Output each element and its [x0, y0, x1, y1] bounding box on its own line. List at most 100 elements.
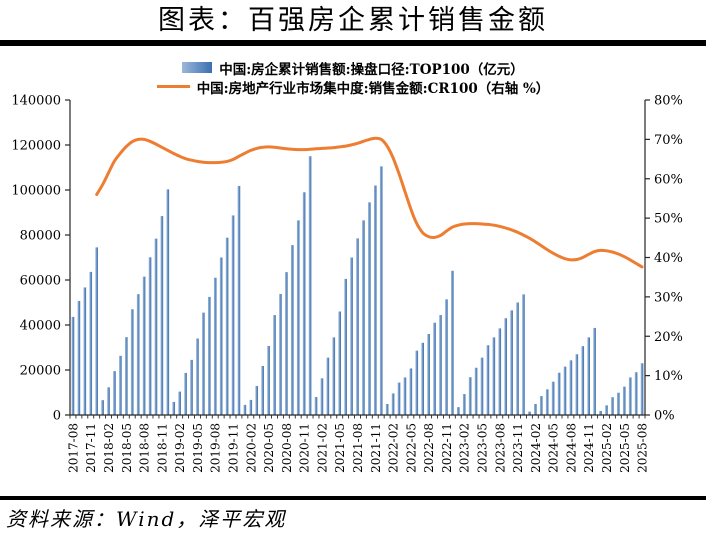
bar-2017-09 — [77, 300, 81, 415]
bar-2021-08 — [356, 238, 359, 416]
bar-2018-12 — [166, 189, 170, 415]
footer-divider-rule — [0, 496, 706, 500]
left-axis-ticks: 0 20000 40000 60000 80000 100000 120000 140000 — [11, 94, 70, 424]
line-series-swatch-icon — [156, 84, 190, 89]
bar-2021-10 — [368, 202, 371, 416]
title-divider-rule — [0, 40, 706, 46]
right-tick-label: 40% — [654, 251, 683, 266]
bar-2023-11 — [516, 302, 519, 415]
right-tick-label: 50% — [654, 212, 683, 227]
left-tick-label: 0 — [53, 409, 61, 424]
x-tick-label-2021-08: 2021-08 — [351, 423, 365, 473]
bar-2022-08 — [427, 334, 430, 415]
bar-2018-07 — [136, 294, 140, 415]
x-tick-label-2021-05: 2021-05 — [333, 423, 347, 473]
legend-bar-label: 中国:房企累计销售额:操盘口径:TOP100（亿元） — [219, 61, 524, 78]
bar-2022-04 — [403, 377, 407, 415]
bar-2025-05 — [622, 386, 626, 415]
x-tick-label-2022-11: 2022-11 — [440, 423, 454, 473]
bar-2021-04 — [332, 337, 336, 416]
bar-2024-11 — [587, 337, 590, 416]
bar-2023-03 — [468, 377, 472, 415]
bar-2017-10 — [83, 287, 87, 415]
left-tick-label: 20000 — [20, 364, 61, 379]
x-axis-ticks — [69, 415, 646, 419]
bar-2017-08 — [71, 316, 75, 415]
bar-2020-01 — [243, 404, 247, 416]
bar-2018-02 — [107, 387, 110, 415]
right-tick-label: 10% — [654, 369, 683, 384]
legend-item-line: 中国:房地产行业市场集中度:销售金额:CR100（右轴 %） — [0, 77, 706, 97]
x-tick-label-2024-08: 2024-08 — [564, 423, 578, 473]
bar-2025-01 — [599, 410, 602, 415]
bar-2024-02 — [534, 403, 537, 415]
bar-2020-09 — [290, 245, 294, 416]
bar-2022-06 — [415, 350, 419, 415]
x-tick-label-2023-11: 2023-11 — [511, 423, 525, 473]
bar-2019-05 — [196, 338, 199, 415]
bar-2021-12 — [379, 166, 383, 416]
bar-2020-11 — [302, 192, 306, 415]
x-tick-label-2019-11: 2019-11 — [227, 423, 241, 473]
bar-2018-05 — [125, 337, 128, 415]
x-tick-label-2024-11: 2024-11 — [582, 423, 596, 473]
bar-2024-12 — [593, 327, 596, 415]
left-tick-label: 140000 — [11, 94, 61, 109]
bar-2019-08 — [213, 277, 217, 415]
bar-2021-06 — [344, 278, 347, 416]
x-tick-label-2018-05: 2018-05 — [120, 423, 134, 473]
bar-2020-04 — [261, 365, 264, 415]
left-tick-label: 60000 — [20, 274, 61, 289]
bar-2025-08 — [640, 363, 644, 415]
bar-2023-02 — [462, 394, 466, 415]
bar-2025-07 — [634, 372, 638, 415]
bar-2020-12 — [308, 156, 312, 415]
bar-2025-04 — [617, 392, 620, 415]
bar-2022-05 — [409, 368, 413, 415]
bar-2024-03 — [539, 396, 543, 415]
x-tick-label-2025-02: 2025-02 — [600, 423, 614, 473]
chart-legend: 中国:房企累计销售额:操盘口径:TOP100（亿元） 中国:房地产行业市场集中度… — [0, 58, 706, 97]
bar-2022-11 — [445, 299, 448, 415]
right-tick-label: 70% — [654, 133, 683, 148]
dual-axis-bar-line-plot: 0200004000060000800001000001200001400000… — [11, 94, 683, 473]
bar-2023-08 — [498, 328, 502, 416]
x-tick-label-2022-05: 2022-05 — [404, 423, 418, 473]
bar-2019-11 — [231, 215, 235, 415]
bar-2020-07 — [279, 293, 282, 415]
bar-2023-12 — [522, 294, 525, 415]
x-tick-label-2020-11: 2020-11 — [298, 423, 312, 473]
bar-2024-09 — [575, 354, 579, 415]
x-tick-label-2024-05: 2024-05 — [547, 423, 561, 473]
bar-2024-01 — [528, 411, 531, 416]
x-axis-labels: 2017-08 2017-11 2018-02 2018-05 2018-08 2018-… — [66, 423, 649, 473]
bar-2019-06 — [202, 312, 205, 416]
bar-2020-03 — [255, 385, 259, 415]
x-tick-label-2022-02: 2022-02 — [387, 423, 401, 473]
bar-2023-07 — [492, 337, 496, 416]
bar-2019-07 — [208, 296, 211, 416]
bar-2024-07 — [563, 366, 567, 416]
left-tick-label: 40000 — [20, 319, 61, 334]
x-tick-label-2021-02: 2021-02 — [315, 423, 329, 473]
bar-2018-01 — [101, 400, 104, 415]
right-tick-label: 20% — [654, 330, 683, 345]
bar-2019-10 — [225, 237, 229, 415]
bar-2024-08 — [569, 360, 573, 415]
bar-2021-09 — [362, 220, 365, 416]
right-tick-label: 80% — [654, 94, 683, 109]
bar-2024-04 — [545, 389, 549, 415]
cr100-concentration-line — [95, 136, 644, 269]
bar-2021-01 — [314, 397, 318, 415]
left-tick-label: 100000 — [11, 184, 61, 199]
bar-2020-06 — [273, 315, 276, 415]
x-tick-label-2018-11: 2018-11 — [155, 423, 169, 473]
bar-2022-09 — [433, 322, 436, 415]
x-tick-label-2017-08: 2017-08 — [66, 423, 80, 473]
bar-2023-05 — [480, 357, 484, 416]
right-tick-label: 30% — [654, 290, 683, 305]
x-tick-label-2020-02: 2020-02 — [244, 423, 258, 473]
bar-2024-05 — [551, 381, 555, 415]
legend-item-bar: 中国:房企累计销售额:操盘口径:TOP100（亿元） — [0, 58, 706, 78]
bar-2023-01 — [456, 407, 460, 416]
